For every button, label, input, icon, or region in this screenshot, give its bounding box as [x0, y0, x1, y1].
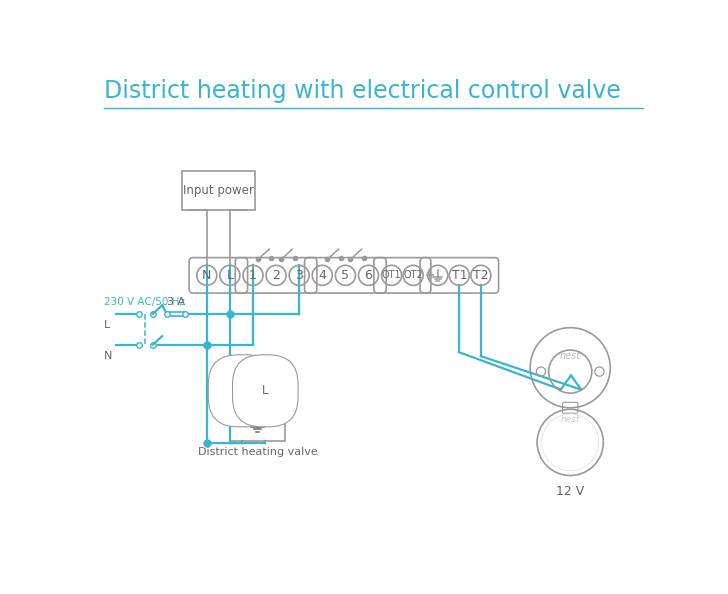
Text: 1: 1 [249, 269, 257, 282]
Text: L: L [226, 269, 234, 282]
Text: Input power: Input power [183, 184, 254, 197]
Text: nest: nest [561, 415, 580, 424]
Text: nest: nest [560, 351, 581, 361]
Bar [182, 172, 255, 210]
Bar [230, 380, 285, 441]
Text: N: N [103, 351, 112, 361]
Text: T1: T1 [451, 269, 467, 282]
Text: L: L [262, 384, 269, 397]
Text: N: N [202, 269, 211, 282]
Text: District heating valve: District heating valve [198, 447, 317, 457]
Text: 230 V AC/50 Hz: 230 V AC/50 Hz [103, 297, 184, 307]
Text: OT2: OT2 [403, 270, 423, 280]
Text: 6: 6 [365, 269, 373, 282]
Text: 5: 5 [341, 269, 349, 282]
Text: N: N [238, 384, 247, 397]
Text: L: L [103, 320, 110, 330]
Text: 12 V: 12 V [556, 485, 585, 498]
Text: 2: 2 [272, 269, 280, 282]
Text: OT1: OT1 [381, 270, 401, 280]
Bar [168, 311, 183, 316]
Text: T2: T2 [473, 269, 488, 282]
Text: District heating with electrical control valve: District heating with electrical control… [103, 79, 620, 103]
Text: 4: 4 [318, 269, 326, 282]
Text: 3: 3 [296, 269, 303, 282]
Text: 3 A: 3 A [167, 297, 185, 307]
